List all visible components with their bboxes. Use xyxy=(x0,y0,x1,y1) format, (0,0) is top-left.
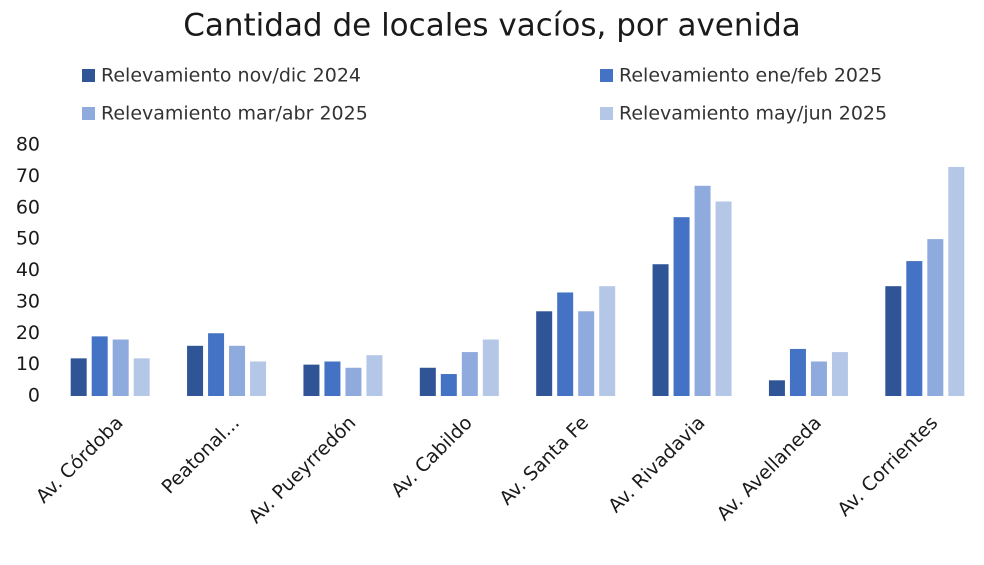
bar xyxy=(208,333,225,396)
bar xyxy=(229,345,246,396)
x-tick-label: Av. Santa Fe xyxy=(495,412,593,510)
y-tick-label: 80 xyxy=(16,134,40,156)
y-tick-label: 20 xyxy=(16,322,40,344)
x-tick-label: Av. Cabildo xyxy=(387,412,477,502)
bar xyxy=(440,374,457,396)
x-tick-label: Av. Pueyrredón xyxy=(244,412,360,528)
bar xyxy=(673,217,690,396)
legend-swatch xyxy=(600,107,613,120)
legend-swatch xyxy=(600,69,613,82)
bar xyxy=(250,361,267,396)
chart-title: Cantidad de locales vacíos, por avenida xyxy=(183,8,801,44)
y-tick-label: 50 xyxy=(16,228,40,250)
bar xyxy=(831,352,848,396)
bar xyxy=(482,339,499,396)
x-tick-label: Av. Córdoba xyxy=(32,412,128,508)
x-tick-label: Av. Avellaneda xyxy=(713,412,826,525)
y-tick-label: 10 xyxy=(16,353,40,375)
legend-label: Relevamiento ene/feb 2025 xyxy=(619,65,882,87)
bar xyxy=(324,361,341,396)
bar xyxy=(366,355,383,396)
bar xyxy=(810,361,827,396)
bar xyxy=(91,336,108,396)
bar xyxy=(885,286,902,396)
legend-swatch xyxy=(82,69,95,82)
y-tick-label: 70 xyxy=(16,165,40,187)
x-tick-label: Av. Corrientes xyxy=(833,412,942,521)
bar xyxy=(461,352,478,396)
bar xyxy=(906,261,923,396)
y-tick-label: 0 xyxy=(28,385,40,407)
y-tick-label: 40 xyxy=(16,259,40,281)
bar xyxy=(133,358,150,396)
bar xyxy=(70,358,87,396)
legend-label: Relevamiento may/jun 2025 xyxy=(619,103,887,125)
legend-swatch xyxy=(82,107,95,120)
bar xyxy=(652,264,669,396)
bar xyxy=(187,345,204,396)
bar xyxy=(345,367,362,396)
bar xyxy=(694,185,711,396)
bar xyxy=(715,201,732,396)
bar xyxy=(536,311,553,396)
bar xyxy=(948,166,965,396)
bar xyxy=(789,348,806,396)
y-tick-label: 30 xyxy=(16,290,40,312)
bar xyxy=(419,367,436,396)
x-tick-label: Av. Rivadavia xyxy=(604,412,709,517)
bar xyxy=(768,380,785,396)
bar xyxy=(557,292,574,396)
legend-label: Relevamiento mar/abr 2025 xyxy=(101,103,368,125)
bar xyxy=(578,311,595,396)
x-tick-label: Peatonal... xyxy=(158,412,244,498)
y-tick-label: 60 xyxy=(16,196,40,218)
bar xyxy=(599,286,616,396)
bar xyxy=(927,239,944,396)
bar xyxy=(112,339,129,396)
bar xyxy=(303,364,320,396)
legend-label: Relevamiento nov/dic 2024 xyxy=(101,65,361,87)
